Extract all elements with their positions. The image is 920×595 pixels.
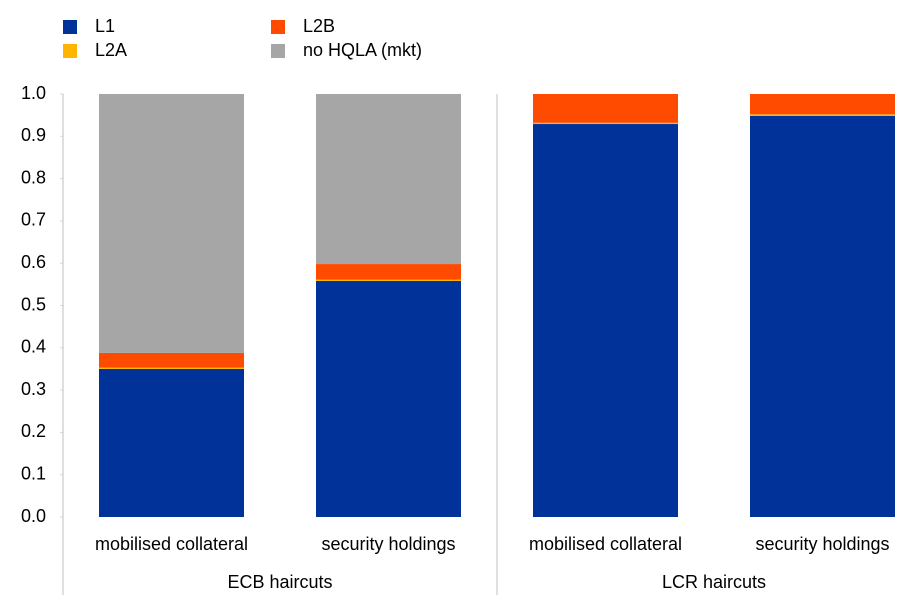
y-tick-label: 0.3 xyxy=(21,379,46,399)
x-tick-label: mobilised collateral xyxy=(529,534,682,554)
x-tick-label: security holdings xyxy=(321,534,455,554)
y-tick-label: 0.2 xyxy=(21,421,46,441)
bar-segment xyxy=(99,368,244,517)
x-tick-label: security holdings xyxy=(755,534,889,554)
bar-segment xyxy=(533,124,678,518)
y-tick-label: 0.6 xyxy=(21,252,46,272)
bar-segment xyxy=(750,94,895,115)
legend-label: L2A xyxy=(95,40,127,60)
bar-segment xyxy=(316,94,461,265)
bar-segment xyxy=(99,94,244,353)
bar-segment xyxy=(316,264,461,280)
y-tick-label: 0.7 xyxy=(21,210,46,230)
legend-swatch xyxy=(271,44,285,58)
bar-segment xyxy=(316,279,461,281)
y-tick-label: 0.9 xyxy=(21,125,46,145)
y-tick-label: 0.5 xyxy=(21,294,46,314)
legend-swatch xyxy=(63,20,77,34)
bar-segment xyxy=(99,352,244,368)
legend-label: L1 xyxy=(95,16,115,36)
legend-swatch xyxy=(63,44,77,58)
y-tick-label: 0.1 xyxy=(21,463,46,483)
bar-segment xyxy=(750,115,895,517)
y-tick-label: 1.0 xyxy=(21,83,46,103)
bar-segment xyxy=(533,94,678,123)
y-tick-label: 0.8 xyxy=(21,167,46,187)
legend-label: L2B xyxy=(303,16,335,36)
group-label: LCR haircuts xyxy=(662,572,766,592)
y-tick-label: 0.4 xyxy=(21,337,46,357)
bar-segment xyxy=(533,122,678,125)
group-label: ECB haircuts xyxy=(227,572,332,592)
legend-swatch xyxy=(271,20,285,34)
bar-segment xyxy=(99,367,244,369)
y-tick-label: 0.0 xyxy=(21,506,46,526)
bar-segment xyxy=(316,280,461,517)
x-tick-label: mobilised collateral xyxy=(95,534,248,554)
legend-label: no HQLA (mkt) xyxy=(303,40,422,60)
bar-segment xyxy=(750,114,895,116)
